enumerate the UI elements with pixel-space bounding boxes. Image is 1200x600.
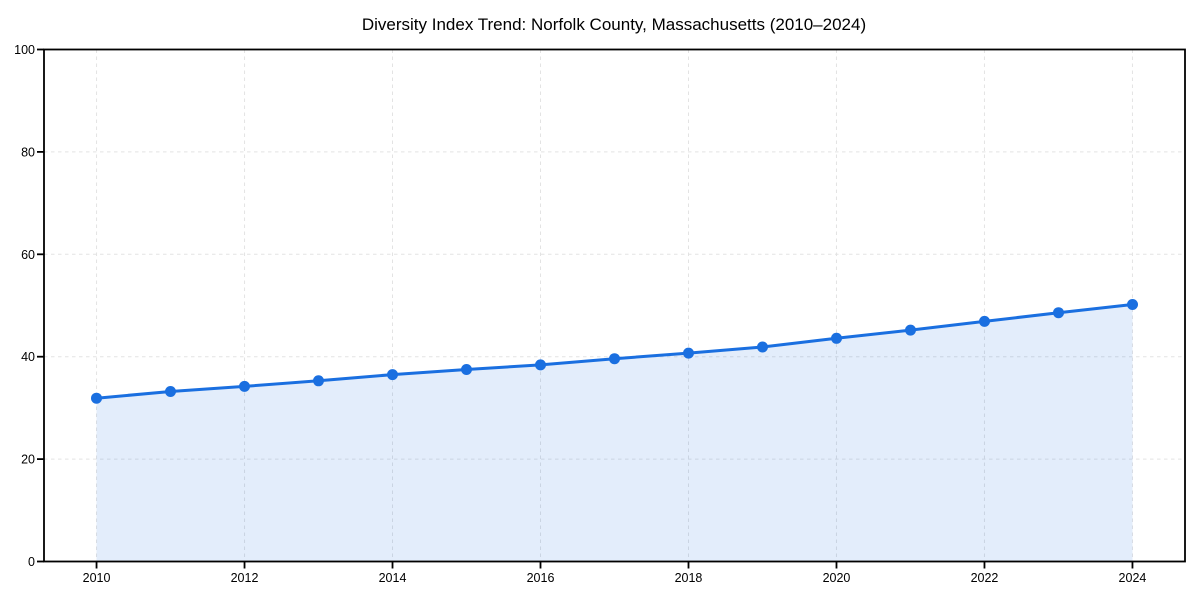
data-point-2020 — [831, 332, 842, 344]
data-point-2022 — [979, 315, 990, 327]
data-point-2012 — [239, 380, 250, 392]
data-point-2016 — [535, 359, 546, 371]
data-point-2023 — [1053, 307, 1064, 319]
y-axis-tick-label: 40 — [21, 350, 35, 364]
chart-layers: 0 20 40 60 80 100 2010 2012 2014 2016 2018 2020 2022… — [14, 43, 1186, 585]
area-fill — [96, 304, 1133, 562]
y-axis-tick-label: 60 — [21, 248, 35, 262]
x-axis-tick-label: 2024 — [1119, 571, 1147, 585]
x-axis-tick-label: 2016 — [527, 571, 555, 585]
y-axis-tick-label: 0 — [28, 555, 35, 569]
data-point-2013 — [313, 375, 324, 387]
data-point-2018 — [683, 347, 694, 359]
data-point-2015 — [461, 364, 472, 375]
plot-border — [43, 48, 1186, 563]
y-axis-tick-label: 80 — [21, 145, 35, 159]
x-axis-tick-label: 2012 — [231, 571, 259, 585]
data-point-2024 — [1127, 299, 1138, 310]
x-axis-tick-label: 2022 — [971, 571, 999, 585]
x-axis-tick-label: 2010 — [83, 571, 111, 585]
data-point-2011 — [165, 386, 176, 397]
data-point-2021 — [905, 324, 916, 336]
x-axis-tick-label: 2014 — [379, 571, 407, 585]
y-axis-tick-label: 100 — [14, 43, 35, 57]
x-axis-tick-label: 2020 — [823, 571, 851, 585]
data-point-2010 — [91, 392, 102, 404]
chart-title: Diversity Index Trend: Norfolk County, M… — [362, 15, 866, 34]
data-point-2014 — [387, 369, 398, 381]
data-point-2017 — [609, 353, 620, 365]
x-axis-tick-label: 2018 — [675, 571, 703, 585]
data-point-2019 — [757, 341, 768, 353]
y-axis-tick-label: 20 — [21, 453, 35, 467]
